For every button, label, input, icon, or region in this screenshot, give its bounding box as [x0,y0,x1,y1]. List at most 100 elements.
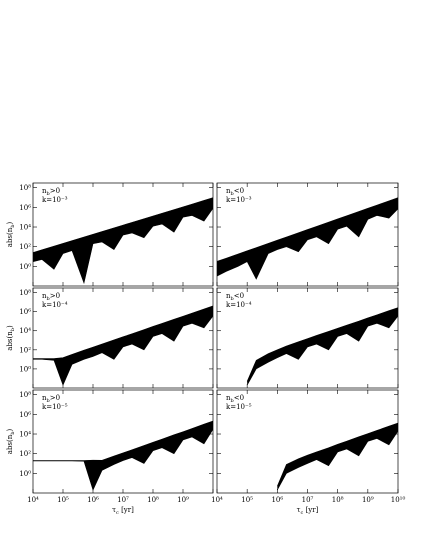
text-part: k=10⁻⁵ [226,403,252,411]
y-axis-label: abs(nb) [6,325,16,351]
y-tick-label: 10⁸ [19,184,31,192]
y-tick-label: 10⁰ [19,263,31,271]
y-tick-label: 10⁶ [19,308,31,316]
envelope-line [217,197,398,262]
y-tick-label: 10⁰ [19,365,31,373]
text-part: <0 [234,292,244,300]
text-part: n [226,292,231,300]
band [247,307,398,386]
x-tick-label: 10⁶ [87,496,99,504]
text-part: >0 [50,292,60,300]
envelope-line [33,420,213,461]
text-part: k=10⁻⁴ [42,301,68,309]
y-axis-label: abs(nb) [6,222,16,248]
x-tick-label: 10⁹ [362,496,374,504]
subscript: b [231,296,234,302]
subscript: c [116,510,119,516]
band [277,423,398,491]
y-tick-label: 10⁶ [19,411,31,419]
x-tick-label: 10⁸ [147,496,159,504]
x-tick-label: 10⁴ [211,496,223,504]
envelope-line [217,208,398,280]
envelope-line [33,208,213,285]
subscript: b [10,432,16,435]
x-tick-label: 10⁶ [271,496,283,504]
envelope-line [246,307,398,382]
x-tick-label: 10⁵ [57,496,69,504]
envelope-line [246,315,398,386]
x-axis-label: τc [yr] [297,506,319,516]
text-part: n [42,394,47,402]
text-part: n [226,394,231,402]
text-part: <0 [234,394,244,402]
panel-annotation: k=10⁻⁵ [226,403,252,411]
panel-annotation: nb>0 [42,187,60,197]
text-part: >0 [50,394,60,402]
x-tick-label: 10⁷ [302,496,314,504]
panel-annotation: k=10⁻³ [226,196,252,204]
y-tick-label: 10² [19,346,31,354]
band [33,421,213,491]
text-part: abs(n [6,434,14,454]
band [217,197,398,280]
y-tick-label: 10² [19,243,31,251]
y-tick-label: 10⁸ [19,391,31,399]
envelope-line [277,422,398,487]
subscript: b [47,191,50,197]
y-tick-label: 10⁰ [19,470,31,478]
subscript: b [231,398,234,404]
x-tick-label: 10⁵ [241,496,253,504]
subscript: b [47,296,50,302]
envelope-line [33,429,213,491]
panel-annotation: k=10⁻³ [42,196,68,204]
x-tick-label: 10¹⁰ [391,496,406,504]
y-tick-label: 10² [19,450,31,458]
panel-annotation: k=10⁻⁴ [42,301,68,309]
text-part: ) [6,429,14,432]
text-part: n [42,187,47,195]
y-tick-label: 10⁸ [19,289,31,297]
panel-annotation: nb<0 [226,292,244,302]
band [33,197,213,284]
text-part: τ [297,506,301,514]
panel-annotation: nb>0 [42,394,60,404]
envelope-line [33,197,213,253]
subscript: b [10,225,16,228]
text-part: n [226,187,231,195]
y-tick-label: 10⁴ [19,431,31,439]
panel-annotation: nb<0 [226,394,244,404]
text-part: ) [6,222,14,225]
panel-annotation: nb>0 [42,292,60,302]
text-part: <0 [234,187,244,195]
text-part: ) [6,325,14,328]
subscript: b [231,191,234,197]
panel-annotation: nb<0 [226,187,244,197]
subscript: c [301,510,304,516]
panel-annotation: k=10⁻⁴ [226,301,252,309]
text-part: k=10⁻⁴ [226,301,252,309]
text-part: [yr] [119,506,134,514]
text-part: abs(n [6,331,14,351]
x-tick-label: 10⁹ [177,496,189,504]
x-axis-label: τc [yr] [112,506,134,516]
text-part: [yr] [303,506,318,514]
text-part: n [42,292,47,300]
text-part: k=10⁻³ [226,196,252,204]
text-part: >0 [50,187,60,195]
subscript: b [47,398,50,404]
x-tick-label: 10⁸ [332,496,344,504]
y-tick-label: 10⁶ [19,204,31,212]
text-part: k=10⁻³ [42,196,68,204]
y-axis-label: abs(nb) [6,429,16,455]
y-tick-label: 10⁴ [19,224,31,232]
x-tick-label: 10⁷ [117,496,129,504]
panel-annotation: k=10⁻⁵ [42,403,68,411]
y-tick-label: 10⁴ [19,327,31,335]
text-part: abs(n [6,227,14,247]
envelope-line [277,430,398,491]
subscript: b [10,328,16,331]
x-tick-label: 10⁴ [27,496,39,504]
envelope-line [33,305,213,359]
band [33,305,213,386]
